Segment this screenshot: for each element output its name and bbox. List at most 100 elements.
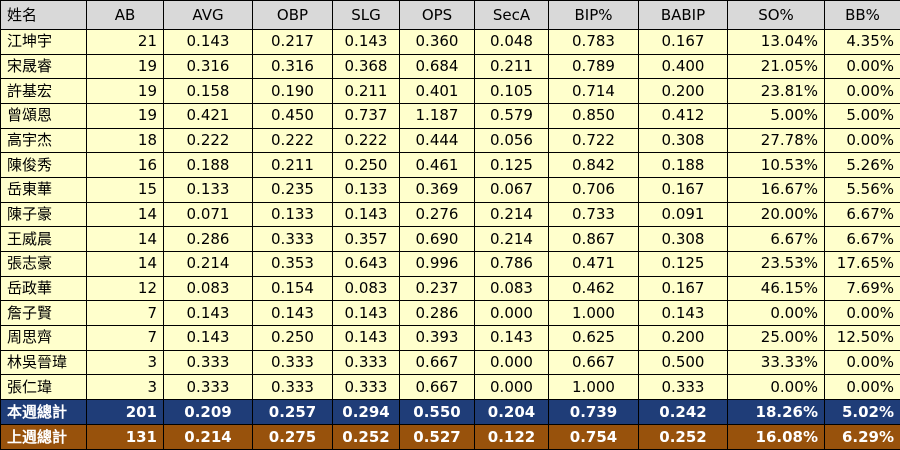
cell-seca: 0.214 xyxy=(474,226,549,252)
cell-so: 13.04% xyxy=(727,29,825,55)
cell-avg: 0.143 xyxy=(163,29,253,55)
cell-avg: 0.158 xyxy=(163,78,253,104)
cell-seca: 0.048 xyxy=(474,29,549,55)
cell-avg: 0.214 xyxy=(163,250,253,277)
cell-ab: 3 xyxy=(86,349,164,376)
cell-seca: 0.105 xyxy=(474,78,549,104)
table-row: 周思齊 7 0.143 0.250 0.143 0.393 0.143 0.625 0.200 2… xyxy=(0,324,900,351)
cell-avg: 0.333 xyxy=(163,349,253,376)
cell-babip: 0.242 xyxy=(638,399,728,425)
cell-ops: 0.237 xyxy=(399,275,475,302)
cell-bb: 5.00% xyxy=(824,102,900,129)
cell-so: 27.78% xyxy=(727,127,825,154)
cell-obp: 0.257 xyxy=(252,399,333,425)
cell-babip: 0.412 xyxy=(638,102,728,129)
cell-slg: 0.333 xyxy=(332,349,400,376)
cell-so: 33.33% xyxy=(727,349,825,376)
cell-ops: 0.401 xyxy=(399,78,475,104)
header-bb: BB% xyxy=(824,0,900,30)
cell-bip: 0.714 xyxy=(548,78,639,104)
cell-obp: 0.211 xyxy=(252,152,333,178)
cell-slg: 0.252 xyxy=(332,424,400,450)
cell-ab: 201 xyxy=(86,399,164,425)
cell-so: 5.00% xyxy=(727,102,825,129)
cell-seca: 0.056 xyxy=(474,127,549,154)
header-name: 姓名 xyxy=(0,0,87,30)
cell-avg: 0.083 xyxy=(163,275,253,302)
cell-avg: 0.071 xyxy=(163,201,253,228)
cell-name: 高宇杰 xyxy=(0,127,87,154)
cell-bb: 5.02% xyxy=(824,399,900,425)
cell-avg: 0.143 xyxy=(163,324,253,351)
total-row-this-week: 本週總計 201 0.209 0.257 0.294 0.550 0.204 0.739 0.2… xyxy=(0,399,900,425)
header-bip: BIP% xyxy=(548,0,639,30)
cell-babip: 0.333 xyxy=(638,374,728,400)
player-rows: 江坤宇 21 0.143 0.217 0.143 0.360 0.048 0.783 0.167… xyxy=(0,29,900,400)
cell-slg: 0.643 xyxy=(332,250,400,277)
table-row: 張志豪 14 0.214 0.353 0.643 0.996 0.786 0.471 0.125… xyxy=(0,250,900,277)
cell-ab: 16 xyxy=(86,152,164,178)
cell-slg: 0.368 xyxy=(332,53,400,80)
cell-ab: 15 xyxy=(86,176,164,203)
cell-seca: 0.143 xyxy=(474,324,549,351)
cell-bb: 0.00% xyxy=(824,374,900,400)
cell-bb: 12.50% xyxy=(824,324,900,351)
cell-ops: 0.461 xyxy=(399,152,475,178)
table-row: 詹子賢 7 0.143 0.143 0.143 0.286 0.000 1.000 0.143 0… xyxy=(0,300,900,326)
cell-so: 23.81% xyxy=(727,78,825,104)
cell-ops: 0.360 xyxy=(399,29,475,55)
cell-so: 16.67% xyxy=(727,176,825,203)
cell-bip: 0.789 xyxy=(548,53,639,80)
cell-slg: 0.357 xyxy=(332,226,400,252)
total-row-last-week: 上週總計 131 0.214 0.275 0.252 0.527 0.122 0.754 0.2… xyxy=(0,424,900,450)
cell-so: 46.15% xyxy=(727,275,825,302)
cell-bb: 6.67% xyxy=(824,201,900,228)
table-row: 岳東華 15 0.133 0.235 0.133 0.369 0.067 0.706 0.167… xyxy=(0,176,900,203)
table-row: 岳政華 12 0.083 0.154 0.083 0.237 0.083 0.462 0.167… xyxy=(0,275,900,302)
cell-babip: 0.143 xyxy=(638,300,728,326)
cell-seca: 0.000 xyxy=(474,300,549,326)
cell-babip: 0.200 xyxy=(638,78,728,104)
cell-bip: 0.867 xyxy=(548,226,639,252)
cell-obp: 0.217 xyxy=(252,29,333,55)
cell-babip: 0.400 xyxy=(638,53,728,80)
cell-obp: 0.275 xyxy=(252,424,333,450)
cell-ab: 14 xyxy=(86,226,164,252)
cell-ops: 0.276 xyxy=(399,201,475,228)
cell-ops: 1.187 xyxy=(399,102,475,129)
cell-obp: 0.133 xyxy=(252,201,333,228)
cell-bip: 0.842 xyxy=(548,152,639,178)
cell-bip: 0.462 xyxy=(548,275,639,302)
cell-name: 宋晟睿 xyxy=(0,53,87,80)
cell-obp: 0.333 xyxy=(252,226,333,252)
cell-bip: 0.739 xyxy=(548,399,639,425)
cell-bb: 6.67% xyxy=(824,226,900,252)
table-row: 林吳晉瑋 3 0.333 0.333 0.333 0.667 0.000 0.667 0.500… xyxy=(0,349,900,376)
cell-babip: 0.308 xyxy=(638,226,728,252)
header-row: 姓名 AB AVG OBP SLG OPS SecA BIP% BABIP SO… xyxy=(0,0,900,30)
cell-obp: 0.316 xyxy=(252,53,333,80)
cell-ab: 18 xyxy=(86,127,164,154)
cell-ab: 19 xyxy=(86,78,164,104)
cell-so: 0.00% xyxy=(727,300,825,326)
cell-ops: 0.550 xyxy=(399,399,475,425)
cell-name: 王威晨 xyxy=(0,226,87,252)
header-avg: AVG xyxy=(163,0,253,30)
table-row: 王威晨 14 0.286 0.333 0.357 0.690 0.214 0.867 0.308… xyxy=(0,226,900,252)
cell-babip: 0.167 xyxy=(638,176,728,203)
header-babip: BABIP xyxy=(638,0,728,30)
header-ops: OPS xyxy=(399,0,475,30)
cell-ab: 14 xyxy=(86,250,164,277)
cell-so: 20.00% xyxy=(727,201,825,228)
cell-ab: 7 xyxy=(86,324,164,351)
cell-obp: 0.235 xyxy=(252,176,333,203)
cell-name: 上週總計 xyxy=(0,424,87,450)
cell-seca: 0.204 xyxy=(474,399,549,425)
cell-ops: 0.527 xyxy=(399,424,475,450)
cell-ab: 7 xyxy=(86,300,164,326)
cell-obp: 0.333 xyxy=(252,374,333,400)
cell-slg: 0.143 xyxy=(332,201,400,228)
cell-avg: 0.421 xyxy=(163,102,253,129)
cell-bb: 5.26% xyxy=(824,152,900,178)
